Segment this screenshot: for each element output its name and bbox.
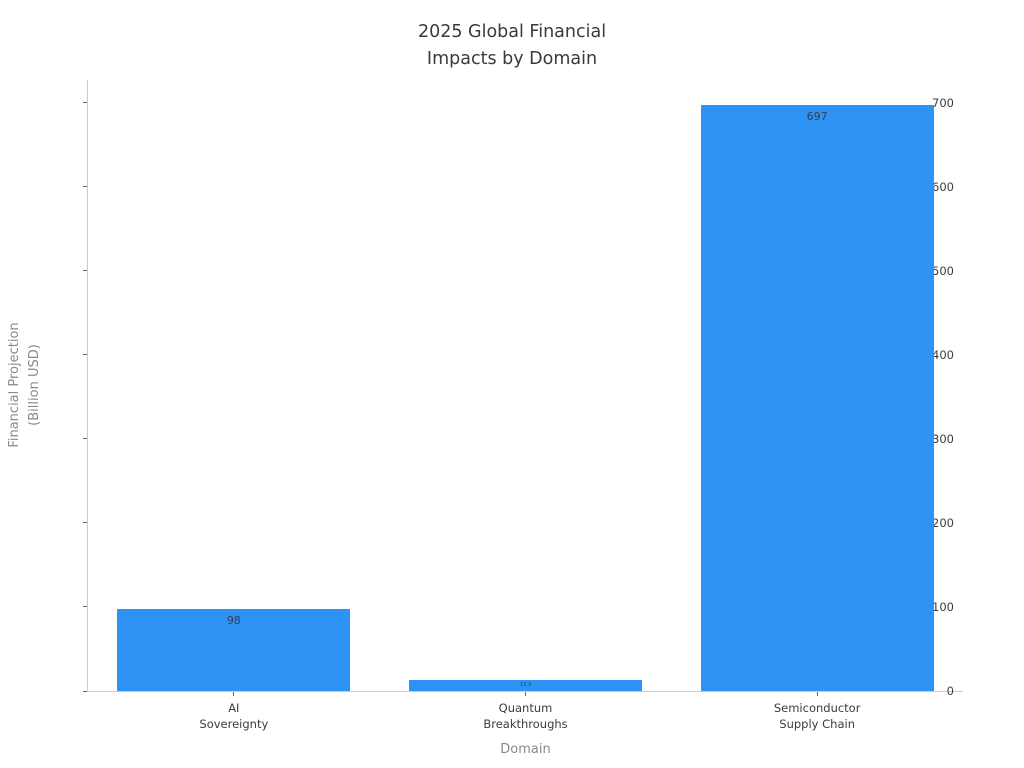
plot-area: 0 100 200 300 400 500 600 700 98 AI Sovereignty 13… [83,80,963,731]
bar-value-label: 697 [806,110,828,124]
y-tick-mark [83,522,87,524]
bar-value-label: 98 [226,613,241,627]
y-tick-label: 500 [932,263,954,278]
y-tick-mark [83,606,87,608]
y-tick-label: 400 [932,347,954,362]
x-tick-mark [525,692,526,696]
bar-value-label: 13.3 [519,682,532,689]
y-tick-label: 200 [932,515,954,530]
y-tick-label: 0 [946,684,954,698]
y-axis-title: Financial Projection (Billion USD) [7,322,42,448]
y-tick-label: 700 [932,95,954,110]
y-tick-label: 600 [932,179,954,194]
x-axis-title: Domain [500,742,551,757]
y-tick-mark [83,354,87,356]
y-axis-spine [87,80,88,691]
chart-title: 2025 Global Financial Impacts by Domain [417,22,607,69]
x-tick-mark [816,692,818,696]
x-tick-label: AI Sovereignty [199,701,269,731]
y-tick-mark [83,438,87,440]
x-tick-label: Semiconductor Supply Chain [773,701,861,731]
bar-0 [117,608,351,691]
y-tick-label: 100 [932,599,954,614]
y-tick-mark [83,102,87,104]
y-tick-mark [83,690,87,692]
bar-1 [408,679,643,691]
bar-2 [700,105,934,691]
y-tick-mark [83,186,87,188]
y-tick-label: 300 [932,431,954,446]
x-tick-mark [233,692,235,696]
x-tick-label: Quantum Breakthroughs [483,701,568,731]
y-tick-mark [83,270,87,272]
x-axis-spine [87,691,963,692]
